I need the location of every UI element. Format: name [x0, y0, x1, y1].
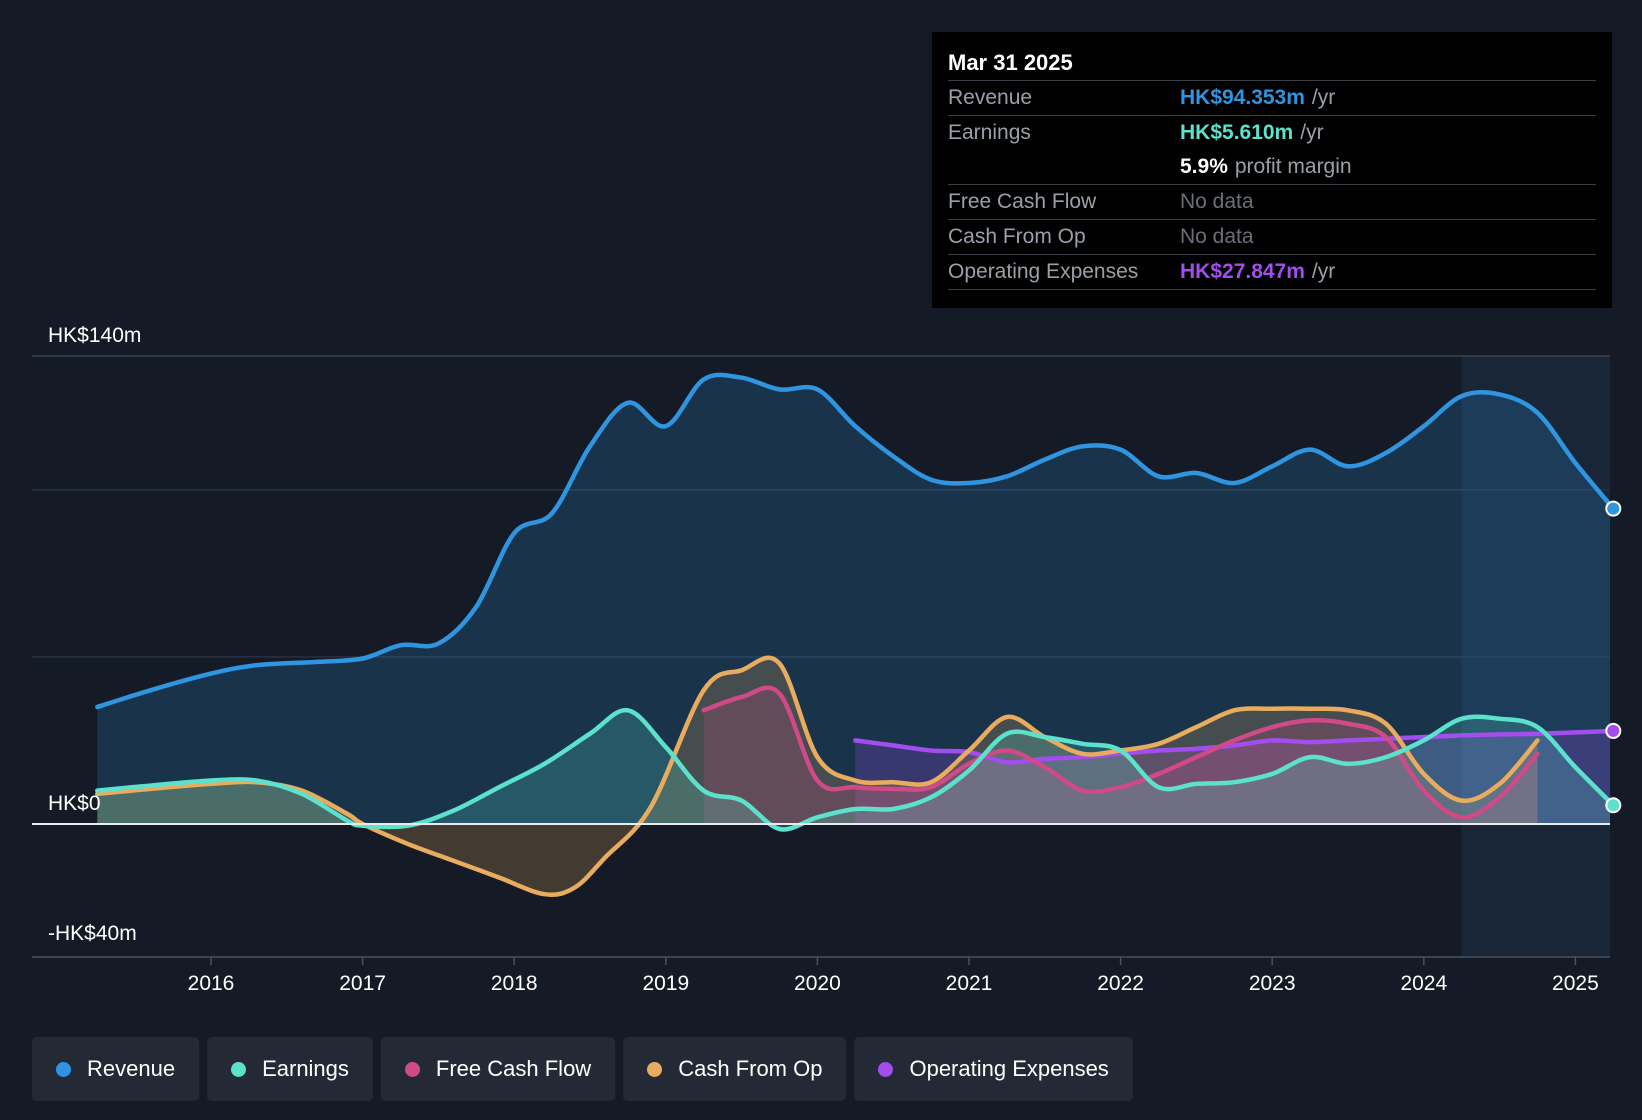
tooltip-unit: profit margin — [1234, 155, 1352, 178]
y-tick-label: -HK$40m — [48, 922, 137, 945]
x-tick-label: 2016 — [188, 972, 235, 995]
legend-item-revenue[interactable]: Revenue — [32, 1037, 200, 1101]
tooltip-label: Cash From Op — [948, 225, 1086, 248]
tooltip-value: HK$27.847m — [1180, 260, 1305, 283]
tooltip-row-earnings: Earnings HK$5.610m /yr — [948, 116, 1596, 150]
data-tooltip: Mar 31 2025 Revenue HK$94.353m /yr Earni… — [932, 32, 1612, 308]
legend-item-operating-expenses[interactable]: Operating Expenses — [854, 1037, 1133, 1101]
legend-label: Cash From Op — [678, 1056, 823, 1081]
x-tick-label: 2018 — [491, 972, 538, 995]
legend-dot-icon — [231, 1061, 247, 1077]
tooltip-value: HK$5.610m — [1180, 121, 1294, 144]
tooltip-row-cash-from-op: Cash From Op No data — [948, 220, 1596, 255]
legend-item-earnings[interactable]: Earnings — [207, 1037, 373, 1101]
x-tick-label: 2017 — [339, 972, 386, 995]
legend-item-free-cash-flow[interactable]: Free Cash Flow — [380, 1037, 616, 1101]
tooltip-unit: /yr — [1311, 86, 1336, 109]
tooltip-row-operating-expenses: Operating Expenses HK$27.847m /yr — [948, 255, 1596, 290]
x-tick-label: 2023 — [1249, 972, 1296, 995]
x-tick-label: 2021 — [946, 972, 993, 995]
tooltip-date: Mar 31 2025 — [948, 46, 1596, 81]
tooltip-unit: /yr — [1300, 121, 1324, 144]
y-tick-label: HK$140m — [48, 324, 141, 347]
tooltip-value: 5.9% — [1180, 155, 1228, 178]
x-tick-label: 2022 — [1097, 972, 1144, 995]
tooltip-row-free-cash-flow: Free Cash Flow No data — [948, 185, 1596, 220]
earnings-area — [97, 710, 1610, 830]
tooltip-label: Operating Expenses — [948, 260, 1139, 283]
x-tick-label: 2020 — [794, 972, 841, 995]
chart-legend: Revenue Earnings Free Cash Flow Cash Fro… — [32, 1037, 1141, 1101]
operating-expenses-area — [855, 731, 1610, 824]
legend-item-cash-from-op[interactable]: Cash From Op — [623, 1037, 847, 1101]
end-markers — [1605, 500, 1622, 814]
revenue-end-marker — [1605, 500, 1622, 517]
operating-expenses-end-marker — [1605, 722, 1622, 739]
legend-label: Earnings — [262, 1056, 349, 1081]
legend-dot-icon — [404, 1061, 420, 1077]
tooltip-label: Earnings — [948, 121, 1031, 144]
x-tick-label: 2024 — [1400, 972, 1447, 995]
y-tick-label: HK$0 — [48, 792, 101, 815]
revenue-line — [95, 372, 1610, 710]
tooltip-label: Free Cash Flow — [948, 190, 1097, 213]
legend-label: Revenue — [87, 1056, 176, 1081]
series-lines — [95, 372, 1610, 897]
legend-label: Operating Expenses — [909, 1056, 1109, 1081]
tooltip-value: No data — [1180, 225, 1254, 248]
y-axis-labels: HK$140m HK$0 -HK$40m — [48, 324, 141, 945]
cash-from-op-area — [97, 657, 1538, 895]
legend-dot-icon — [647, 1061, 663, 1077]
x-tick-label: 2025 — [1552, 972, 1599, 995]
tooltip-value: No data — [1180, 190, 1254, 213]
earnings-line — [95, 708, 1610, 832]
earnings-end-marker — [1605, 797, 1622, 814]
gridlines — [32, 355, 1610, 658]
tooltip-value: HK$94.353m — [1180, 86, 1305, 109]
legend-dot-icon — [878, 1061, 894, 1077]
legend-dot-icon — [56, 1061, 71, 1077]
tooltip-row-revenue: Revenue HK$94.353m /yr — [948, 81, 1596, 116]
tooltip-label — [948, 150, 1180, 184]
tooltip-row-profit-margin: 5.9% profit margin — [948, 150, 1596, 185]
legend-label: Free Cash Flow — [435, 1056, 592, 1081]
x-tick-label: 2019 — [642, 972, 689, 995]
tooltip-unit: /yr — [1311, 260, 1336, 283]
operating-expenses-line — [853, 728, 1610, 765]
x-axis-ticks: 2016 2017 2018 2019 2020 2021 2022 2023 2024 2025 — [188, 957, 1599, 995]
tooltip-label: Revenue — [948, 86, 1033, 109]
